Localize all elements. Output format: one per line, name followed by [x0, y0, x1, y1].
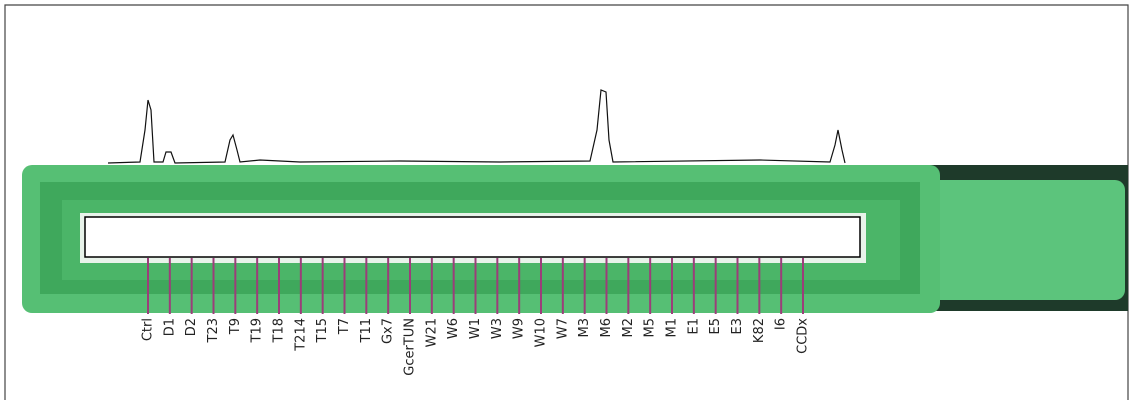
band-label: E5	[708, 318, 723, 335]
band-label: E1	[686, 318, 701, 335]
band-label: W10	[534, 318, 549, 347]
band-label: T214	[293, 318, 308, 352]
band-label: D1	[162, 318, 177, 336]
band-label: Ctrl	[141, 318, 156, 341]
band-label: M3	[577, 318, 592, 338]
band-label: W21	[424, 318, 439, 347]
band-label: D2	[184, 318, 199, 336]
band-label: T18	[272, 318, 287, 343]
blank-region	[85, 217, 860, 257]
band-label: W3	[490, 318, 505, 339]
band-label: T11	[359, 318, 374, 343]
band-label: W6	[446, 318, 461, 339]
band-label: W9	[512, 318, 527, 339]
band-label: T15	[315, 318, 330, 343]
band-label: W7	[555, 318, 570, 339]
intensity-trace	[108, 90, 845, 163]
band-label: CCDx	[796, 318, 811, 354]
band-label: M2	[621, 318, 636, 338]
band-label: W1	[468, 318, 483, 339]
band-label: T23	[206, 318, 221, 343]
band-label: M1	[665, 318, 680, 338]
band-label: E3	[730, 318, 745, 335]
band-label: T19	[250, 318, 265, 343]
band-label: T7	[337, 318, 352, 335]
strip-figure: Ctrl D1 D2 T23 T9 T19 T18 T214 T15 T7 T11 Gx7 GcerTU…	[0, 0, 1134, 406]
band-label: Gx7	[381, 318, 396, 344]
band-label: M5	[643, 318, 658, 338]
band-label: I6	[774, 318, 789, 330]
band-label: GcerTUN	[403, 318, 418, 376]
band-label: M6	[599, 318, 614, 338]
band-label: T9	[228, 318, 243, 335]
band-label: K82	[752, 318, 767, 343]
